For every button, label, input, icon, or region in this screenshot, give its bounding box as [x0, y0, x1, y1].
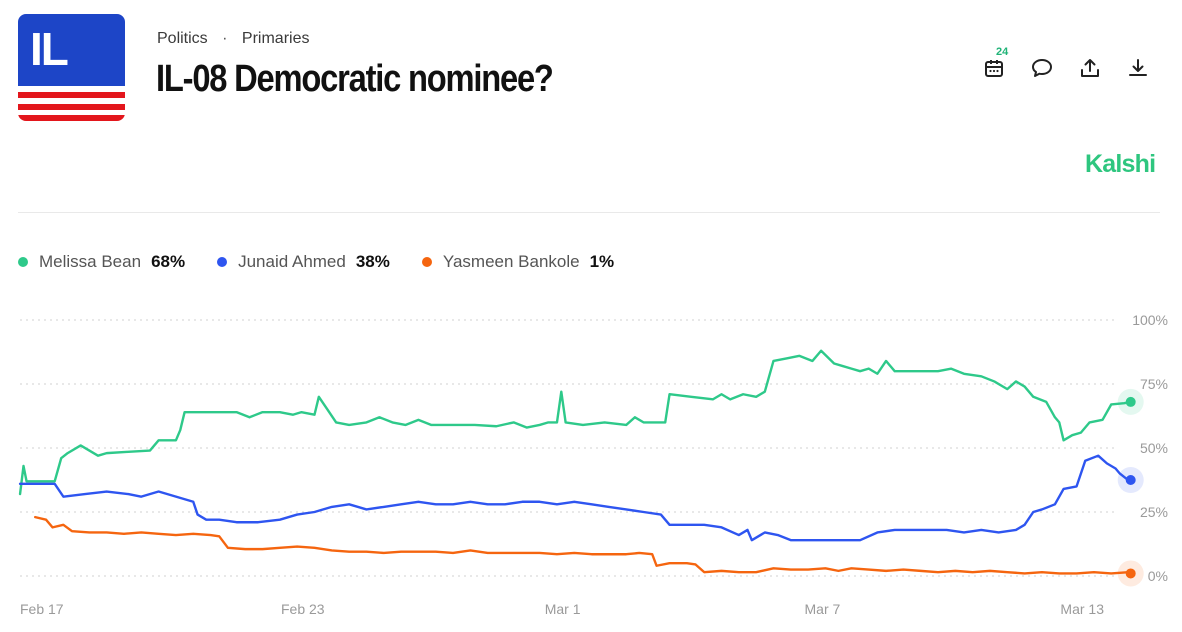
- series-end-dot: [1125, 568, 1136, 579]
- legend-item-melissa-bean[interactable]: Melissa Bean 68%: [18, 252, 185, 272]
- chart-legend: Melissa Bean 68% Junaid Ahmed 38% Yasmee…: [18, 252, 646, 272]
- legend-name: Melissa Bean: [39, 252, 142, 271]
- logo-stripe: [18, 115, 125, 121]
- logo-text: IL: [30, 23, 69, 75]
- brand-logo[interactable]: Kalshi: [1085, 150, 1156, 178]
- legend-dot: [421, 257, 432, 267]
- price-chart[interactable]: 100% 75% 50% 25% 0% Feb 17 Feb 23 Mar 1 Mar 7 Mar…: [0, 290, 1182, 620]
- legend-name: Junaid Ahmed: [238, 252, 346, 271]
- calendar-badge: 24: [996, 46, 1009, 58]
- comment-icon: [1032, 59, 1052, 77]
- x-tick-label: Mar 7: [805, 601, 841, 617]
- page-title: IL-08 Democratic nominee?: [156, 58, 554, 100]
- legend-dot: [18, 257, 28, 267]
- legend-value: 38%: [355, 252, 390, 271]
- calendar-icon: [985, 60, 1003, 77]
- x-tick-label: Mar 1: [545, 601, 581, 617]
- legend-value: 1%: [589, 252, 615, 271]
- market-logo: IL: [18, 14, 125, 121]
- series-end-dot: [1125, 396, 1136, 407]
- download-button[interactable]: [1124, 54, 1152, 82]
- series-line-1: [18, 454, 1132, 542]
- share-icon: [1081, 59, 1099, 77]
- series-line-2: [34, 515, 1132, 575]
- x-tick-label: Feb 17: [20, 601, 64, 617]
- logo-blue-panel: [18, 14, 125, 86]
- legend-name: Yasmeen Bankole: [442, 252, 580, 271]
- logo-stripe: [18, 92, 125, 98]
- breadcrumb: Politics · Primaries: [157, 30, 309, 48]
- divider: [18, 212, 1160, 213]
- comment-button[interactable]: [1028, 54, 1056, 82]
- legend-value: 68%: [151, 252, 186, 271]
- y-tick-label: 50%: [1140, 440, 1168, 456]
- share-button[interactable]: [1076, 54, 1104, 82]
- legend-item-junaid-ahmed[interactable]: Junaid Ahmed 38%: [217, 252, 390, 272]
- logo-stripe: [18, 104, 125, 110]
- y-tick-label: 0%: [1148, 568, 1168, 584]
- series-end-dot: [1125, 475, 1136, 485]
- breadcrumb-separator: ·: [222, 30, 228, 47]
- legend-dot: [217, 257, 228, 267]
- y-tick-label: 25%: [1140, 504, 1168, 520]
- y-tick-label: 100%: [1132, 312, 1168, 328]
- breadcrumb-subcategory[interactable]: Primaries: [241, 30, 310, 47]
- breadcrumb-category[interactable]: Politics: [157, 30, 208, 47]
- legend-item-yasmeen-bankole[interactable]: Yasmeen Bankole 1%: [421, 252, 615, 272]
- download-icon: [1129, 59, 1147, 76]
- calendar-button[interactable]: 24: [980, 46, 1008, 82]
- x-tick-label: Feb 23: [281, 601, 325, 617]
- x-tick-label: Mar 13: [1060, 601, 1104, 617]
- series-line-0: [18, 349, 1132, 496]
- y-tick-label: 75%: [1140, 376, 1168, 392]
